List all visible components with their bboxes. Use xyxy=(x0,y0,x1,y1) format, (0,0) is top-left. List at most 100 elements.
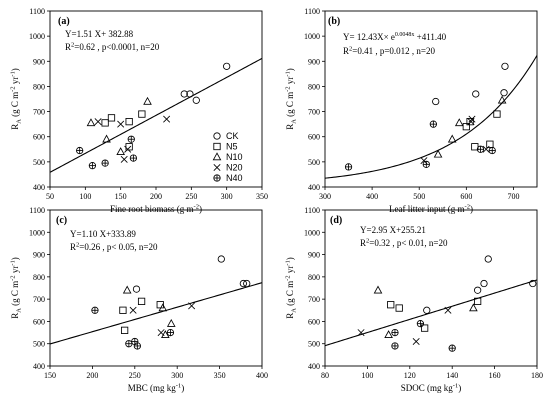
x-axis-label: SDOC (mg kg-1) xyxy=(401,383,461,394)
y-tick-label: 400 xyxy=(308,183,320,192)
panel-label: (c) xyxy=(56,215,67,226)
data-point-n40 xyxy=(127,135,135,143)
data-point-n10 xyxy=(86,118,96,127)
y-tick-label: 800 xyxy=(33,82,45,91)
y-tick-label: 700 xyxy=(33,295,45,304)
legend-circle-icon xyxy=(213,132,221,140)
data-point-n10 xyxy=(166,318,176,327)
y-tick-label: 1000 xyxy=(29,32,45,41)
data-point-ck xyxy=(529,279,537,288)
legend-symbol xyxy=(213,132,221,140)
y-axis-label: RA (g C m-2 yr-1) xyxy=(10,257,23,319)
data-point-n5 xyxy=(466,118,474,126)
panel-c: 150 200 250 300 350 400 400 500 600 700 800 900 1000… xyxy=(10,206,269,393)
x-tick-label: 250 xyxy=(129,371,141,380)
y-tick-label: 600 xyxy=(33,317,45,326)
equation-text: Y=2.95 X+255.21 xyxy=(360,225,426,235)
data-point-n40 xyxy=(101,159,109,167)
y-tick-label: 1100 xyxy=(304,7,320,16)
x-tick-label: 700 xyxy=(507,192,519,201)
x-tick-label: 120 xyxy=(404,371,416,380)
x-axis-label: Leaf litter input (g m-2) xyxy=(389,204,473,215)
data-point-n20 xyxy=(94,118,102,126)
data-point-n40 xyxy=(391,342,399,350)
data-point-n20 xyxy=(482,145,490,153)
data-point-n40 xyxy=(476,145,485,153)
data-point-ck xyxy=(480,279,488,288)
x-tick-label: 150 xyxy=(44,371,56,380)
data-point-n40 xyxy=(88,162,97,170)
y-tick-label: 1100 xyxy=(304,206,320,215)
y-tick-label: 400 xyxy=(33,362,45,371)
stats-text: R2=0.26 , p< 0.05, n=20 xyxy=(70,242,158,253)
y-tick-label: 900 xyxy=(308,57,320,66)
panel-d: 80 100 120 140 160 180 400 500 600 700 800 900 1000 1… xyxy=(285,206,544,393)
legend-label-n20: N20 xyxy=(226,163,243,173)
panel-label: (b) xyxy=(328,16,340,27)
legend-symbol xyxy=(213,142,221,151)
data-point-n10 xyxy=(433,149,443,158)
x-axis-label: MBC (mg kg-1) xyxy=(128,383,184,394)
x-tick-label: 160 xyxy=(489,371,501,380)
data-point-n5 xyxy=(125,143,133,151)
data-point-n5 xyxy=(120,326,129,334)
data-point-n20 xyxy=(124,145,132,153)
legend-symbol xyxy=(212,152,222,161)
data-point-n10 xyxy=(373,285,383,294)
data-point-n5 xyxy=(107,114,116,122)
data-point-n40 xyxy=(166,328,175,337)
data-point-n40 xyxy=(422,160,430,168)
equation-text: Y=1.51 X+ 382.88 xyxy=(65,29,134,39)
y-tick-label: 900 xyxy=(33,251,45,260)
y-tick-label: 1000 xyxy=(29,228,45,237)
x-tick-label: 600 xyxy=(460,192,472,201)
data-point-n20 xyxy=(129,306,137,314)
data-point-ck xyxy=(500,89,508,97)
x-tick-label: 80 xyxy=(321,371,329,380)
data-point-n5 xyxy=(395,304,403,312)
data-point-n40 xyxy=(391,328,399,337)
y-tick-label: 700 xyxy=(33,108,45,117)
data-point-n10 xyxy=(447,134,457,143)
stats-text: R2=0.62 , p<0.0001, n=20 xyxy=(65,42,160,53)
legend-label-n40: N40 xyxy=(226,173,243,183)
y-axis-label: RA (g C m-2 yr-1) xyxy=(285,257,298,319)
y-tick-label: 700 xyxy=(308,295,320,304)
x-tick-label: 300 xyxy=(171,371,183,380)
data-point-n40 xyxy=(125,340,133,348)
y-tick-label: 800 xyxy=(33,273,45,282)
data-point-n20 xyxy=(120,155,128,163)
data-point-n40 xyxy=(91,306,99,314)
data-point-n20 xyxy=(163,115,171,123)
data-point-ck xyxy=(217,255,225,263)
y-tick-label: 600 xyxy=(33,133,45,142)
data-point-n20 xyxy=(188,302,196,310)
y-tick-label: 1100 xyxy=(29,7,45,16)
y-tick-label: 500 xyxy=(33,158,45,167)
data-point-n10 xyxy=(469,303,478,312)
x-tick-label: 100 xyxy=(361,371,373,380)
legend-entry-ck: CK xyxy=(213,131,239,141)
x-tick-label: 350 xyxy=(214,371,226,380)
data-point-ck xyxy=(239,279,247,288)
x-tick-label: 150 xyxy=(115,192,127,201)
data-point-n10 xyxy=(122,285,132,294)
panel-label: (a) xyxy=(58,16,70,27)
data-point-n10 xyxy=(102,134,111,143)
data-point-n5 xyxy=(493,110,501,118)
data-point-n40 xyxy=(416,320,425,328)
data-point-n5 xyxy=(138,110,146,118)
data-point-n5 xyxy=(387,301,395,309)
x-tick-label: 400 xyxy=(256,371,268,380)
data-point-n10 xyxy=(143,96,152,105)
legend-x-icon xyxy=(213,163,221,172)
legend-label-n10: N10 xyxy=(226,152,243,162)
data-point-ck xyxy=(243,279,251,288)
legend-symbol xyxy=(213,163,221,172)
data-point-n5 xyxy=(474,297,482,305)
y-tick-label: 500 xyxy=(308,158,320,167)
x-axis-label: Fine root biomass (g m-2) xyxy=(110,204,202,215)
data-point-n20 xyxy=(117,120,125,128)
data-point-ck xyxy=(132,285,141,293)
